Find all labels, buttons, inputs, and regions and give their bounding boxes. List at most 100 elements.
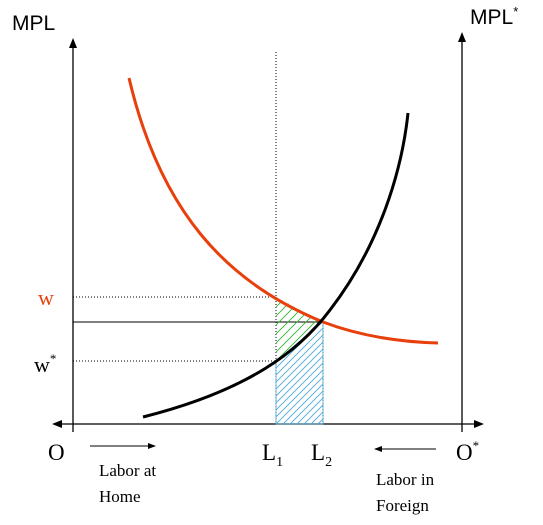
hatch-line — [452, 315, 543, 430]
hatch-line — [474, 290, 543, 370]
hatch-line — [304, 322, 323, 424]
hatch-line — [411, 290, 491, 370]
hatch-line — [522, 315, 543, 430]
hatch-line — [529, 315, 543, 430]
hatch-line — [389, 315, 504, 430]
hatch-line — [168, 290, 248, 370]
hatch-line — [96, 290, 176, 370]
hatch-line — [60, 290, 140, 370]
hatch-line — [466, 315, 543, 430]
hatch-line — [132, 290, 212, 370]
hatch-line — [105, 290, 185, 370]
origin-label: O — [48, 440, 65, 465]
hatch-line — [347, 315, 462, 430]
hatch-line — [276, 322, 323, 424]
hatch-line — [515, 315, 543, 430]
hatch-line — [195, 290, 275, 370]
hatch-line — [177, 290, 257, 370]
hatch-line — [311, 322, 323, 424]
hatch-line — [276, 322, 323, 424]
hatch-line — [431, 315, 543, 430]
hatch-line — [375, 315, 490, 430]
hatch-line — [483, 290, 543, 370]
hatch-line — [276, 297, 323, 361]
hatch-line — [326, 315, 441, 430]
labor-foreign-arrow — [374, 446, 436, 452]
hatch-line — [438, 290, 518, 370]
hatch-line — [368, 315, 483, 430]
hatch-line — [186, 290, 266, 370]
hatch-line — [293, 297, 323, 361]
hatch-line — [417, 315, 532, 430]
hatch-line — [487, 315, 543, 430]
hatch-line — [402, 290, 482, 370]
hatch-line — [348, 290, 428, 370]
hatch-line — [519, 290, 543, 370]
hatch-line — [447, 290, 527, 370]
green-hatched-area — [60, 290, 543, 370]
hatch-line — [318, 322, 323, 424]
horizontal-axis — [52, 420, 484, 428]
hatch-line — [536, 315, 543, 430]
l1-subscript: 1 — [276, 455, 283, 470]
hatch-line — [74, 315, 189, 430]
hatch-line — [459, 315, 543, 430]
hatch-line — [501, 315, 543, 430]
hatch-line — [276, 322, 323, 424]
hatch-line — [159, 290, 239, 370]
hatch-line — [354, 315, 469, 430]
hatch-line — [420, 290, 500, 370]
hatch-line — [384, 290, 464, 370]
hatch-line — [403, 315, 518, 430]
hatch-line — [109, 315, 224, 430]
hatch-line — [480, 315, 543, 430]
hatch-line — [494, 315, 543, 430]
hatch-line — [501, 290, 543, 370]
hatch-line — [276, 322, 281, 424]
hatch-line — [151, 315, 266, 430]
hatch-line — [276, 322, 323, 424]
hatch-line — [276, 322, 323, 424]
hatch-line — [123, 315, 238, 430]
hatch-line — [276, 297, 312, 361]
labor-home-arrow — [90, 443, 156, 449]
l1-label: L1 — [262, 440, 283, 470]
hatch-line — [382, 315, 497, 430]
hatch-line — [375, 290, 455, 370]
hatch-line — [141, 290, 221, 370]
hatch-line — [492, 290, 543, 370]
labor-foreign-label-line2: Foreign — [376, 496, 429, 515]
mpl-axis-label: MPL — [12, 12, 55, 35]
hatch-line — [283, 322, 323, 424]
hatch-line — [473, 315, 543, 430]
hatch-line — [537, 290, 543, 370]
hatch-line — [276, 322, 302, 424]
hatch-line — [276, 322, 323, 424]
w-star-label: w* — [34, 351, 56, 377]
hatch-line — [276, 297, 285, 361]
hatch-line — [67, 315, 182, 430]
hatch-line — [81, 315, 196, 430]
mpl-star-superscript: * — [513, 4, 518, 19]
hatch-line — [276, 322, 288, 424]
blue-hatched-area — [67, 315, 543, 430]
hatch-line — [456, 290, 536, 370]
hatch-line — [116, 315, 231, 430]
hatch-line — [320, 297, 323, 361]
hatch-line — [276, 322, 323, 424]
home-mpl-curve — [142, 112, 410, 419]
hatch-line — [88, 315, 203, 430]
hatch-line — [528, 290, 543, 370]
hatch-line — [429, 290, 509, 370]
hatch-line — [393, 290, 473, 370]
foreign-vertical-axis — [458, 32, 466, 432]
hatch-line — [357, 290, 437, 370]
hatch-line — [276, 297, 294, 361]
hatch-line — [465, 290, 543, 370]
w-label: w — [38, 285, 54, 310]
labor-foreign-label-line1: Labor in — [376, 470, 435, 489]
hatch-line — [276, 322, 323, 424]
hatch-line — [366, 290, 446, 370]
hatch-line — [410, 315, 525, 430]
